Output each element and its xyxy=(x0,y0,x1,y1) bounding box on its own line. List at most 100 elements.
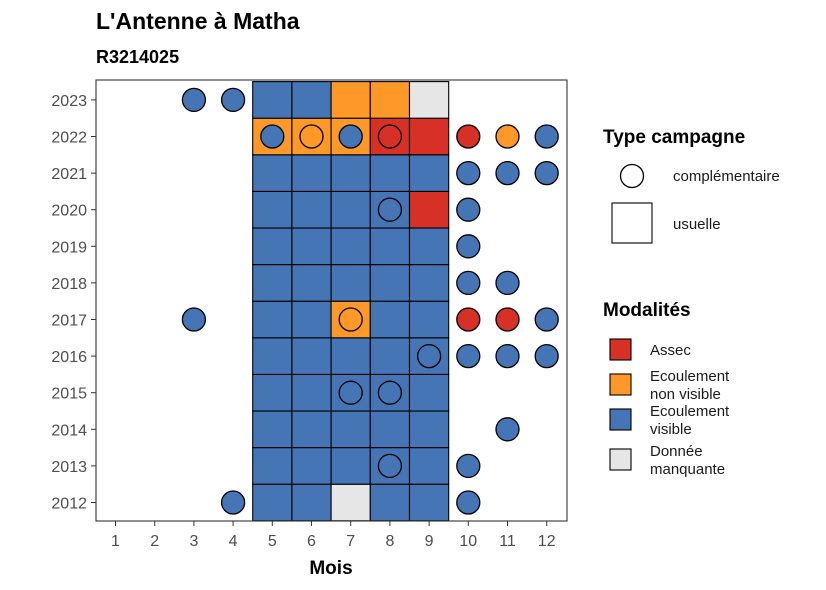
x-tick-label: 11 xyxy=(499,533,516,550)
tile-2020-6 xyxy=(291,190,332,229)
tile-2018-8 xyxy=(369,264,411,302)
point-2022-5 xyxy=(260,124,285,149)
tile-2019-6 xyxy=(291,227,332,266)
tile-2021-6 xyxy=(291,154,332,192)
point-2022-12 xyxy=(534,124,559,149)
x-tick-label: 7 xyxy=(346,533,355,550)
y-tick-label: 2017 xyxy=(51,313,87,330)
tile-2022-9 xyxy=(408,117,450,156)
tile-2017-8 xyxy=(369,300,411,339)
point-2023-3 xyxy=(181,87,207,113)
x-tick-label: 4 xyxy=(229,533,238,550)
point-2017-7 xyxy=(338,307,363,332)
point-2022-7 xyxy=(338,124,363,149)
chart-title: L'Antenne à Matha xyxy=(96,8,300,34)
tile-2016-6 xyxy=(291,337,332,375)
legend-key-label: visible xyxy=(650,421,692,438)
tile-2016-8 xyxy=(369,337,411,375)
tile-2019-5 xyxy=(252,227,293,266)
tile-2020-7 xyxy=(330,190,371,229)
y-tick-label: 2015 xyxy=(51,386,87,403)
point-2012-4 xyxy=(220,490,246,515)
tile-2015-9 xyxy=(408,373,450,412)
point-2013-10 xyxy=(456,453,481,479)
point-2015-8 xyxy=(377,380,403,405)
point-2016-9 xyxy=(416,343,442,369)
plot-border xyxy=(95,79,568,522)
tile-2021-5 xyxy=(252,154,293,192)
tile-2019-8 xyxy=(369,227,411,266)
legend-key-label: Assec xyxy=(650,342,691,359)
y-tick-label: 2014 xyxy=(51,422,87,439)
tile-2018-9 xyxy=(408,264,450,302)
legend-key-swatch xyxy=(609,408,632,431)
x-tick-label: 6 xyxy=(307,533,316,550)
tile-2023-6 xyxy=(291,81,332,119)
x-tick-label: 9 xyxy=(425,533,434,550)
point-2014-11 xyxy=(495,417,520,442)
point-2023-4 xyxy=(220,87,246,113)
tile-2021-8 xyxy=(369,154,411,192)
legend-type-item: usuelle xyxy=(673,216,721,233)
tile-2019-9 xyxy=(408,227,450,266)
point-2021-10 xyxy=(456,160,481,186)
point-2021-12 xyxy=(534,160,559,186)
chart-subtitle: R3214025 xyxy=(96,47,179,67)
legend-key-label: Ecoulement xyxy=(650,403,730,420)
legend-modalites-title: Modalités xyxy=(603,300,691,321)
point-2017-12 xyxy=(534,307,559,332)
point-2018-11 xyxy=(495,270,520,296)
y-tick-label: 2013 xyxy=(51,459,87,476)
legend-key-label: Ecoulement xyxy=(650,368,730,385)
tile-2023-5 xyxy=(252,81,293,119)
tile-2012-6 xyxy=(291,483,332,522)
tile-2021-9 xyxy=(408,154,450,192)
point-2016-12 xyxy=(534,343,559,369)
legend-key-label: non visible xyxy=(650,386,721,403)
y-tick-label: 2023 xyxy=(51,93,87,110)
point-2020-10 xyxy=(456,197,481,222)
point-2019-10 xyxy=(456,234,481,259)
tile-2012-5 xyxy=(252,483,293,522)
tile-2023-7 xyxy=(330,81,371,119)
x-tick-label: 10 xyxy=(459,533,477,550)
tile-2016-5 xyxy=(252,337,293,375)
tile-2023-8 xyxy=(369,81,411,119)
tile-2012-8 xyxy=(369,483,411,522)
point-2016-10 xyxy=(456,343,481,369)
tile-2018-7 xyxy=(330,264,371,302)
tile-2013-7 xyxy=(330,447,371,485)
tile-2015-5 xyxy=(252,373,293,412)
tile-2014-8 xyxy=(369,410,411,449)
point-2013-8 xyxy=(377,453,403,479)
tile-2013-9 xyxy=(408,447,450,485)
legend: Type campagne complémentaire usuelle Modali… xyxy=(603,127,780,478)
x-tick-label: 2 xyxy=(150,533,159,550)
tile-2012-9 xyxy=(408,483,450,522)
x-tick-label: 5 xyxy=(268,533,277,550)
tile-2019-7 xyxy=(330,227,371,266)
legend-key-swatch xyxy=(609,373,632,396)
x-tick-label: 3 xyxy=(189,533,198,550)
tile-2018-6 xyxy=(291,264,332,302)
point-2021-11 xyxy=(495,160,520,186)
point-2022-8 xyxy=(377,124,403,149)
point-2015-7 xyxy=(338,380,363,405)
y-tick-label: 2016 xyxy=(51,349,87,366)
tile-2014-9 xyxy=(408,410,450,449)
y-tick-label: 2019 xyxy=(51,239,87,256)
tile-2017-5 xyxy=(252,300,293,339)
point-2017-10 xyxy=(456,307,481,332)
legend-key-swatch xyxy=(609,448,632,471)
point-2017-3 xyxy=(181,307,207,332)
y-tick-label: 2012 xyxy=(51,496,87,513)
point-2017-11 xyxy=(495,307,520,332)
y-tick-label: 2021 xyxy=(51,166,87,183)
tile-2023-9 xyxy=(408,81,450,119)
tile-2012-7 xyxy=(330,483,371,522)
legend-key-swatch xyxy=(609,338,632,361)
legend-type-item: complémentaire xyxy=(673,168,780,185)
y-tick-label: 2018 xyxy=(51,276,87,293)
legend-square-icon xyxy=(611,202,653,244)
y-tick-label: 2022 xyxy=(51,130,87,147)
